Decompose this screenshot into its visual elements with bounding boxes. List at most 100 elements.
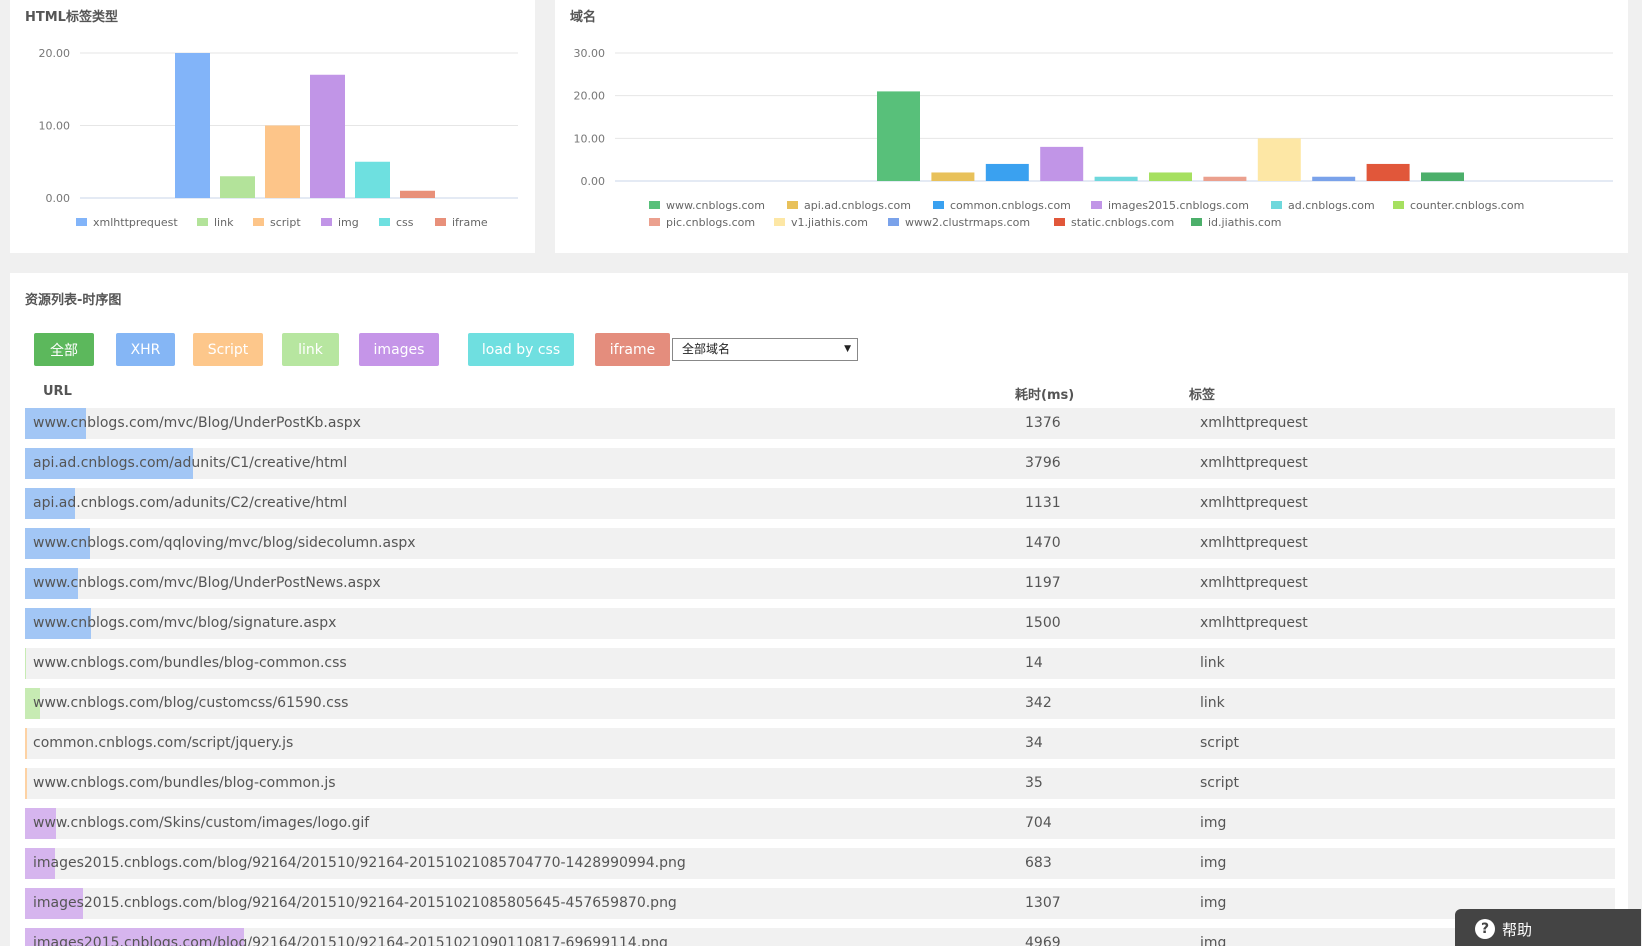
legend-label-images2015.cnblogs.com[interactable]: images2015.cnblogs.com [1108, 199, 1249, 212]
bar-ad.cnblogs.com[interactable] [1094, 176, 1138, 181]
table-row[interactable]: www.cnblogs.com/Skins/custom/images/logo… [25, 808, 1615, 839]
bar-iframe[interactable] [400, 190, 435, 198]
bar-counter.cnblogs.com[interactable] [1149, 172, 1192, 181]
tag-type-chart-panel: HTML标签类型 0.00 10.00 20.00 xmlhttprequest lin… [10, 0, 535, 253]
bar-api.ad.cnblogs.com[interactable] [931, 172, 975, 181]
column-header-tag[interactable]: 标签 [1189, 388, 1216, 403]
resource-tag: xmlhttprequest [1200, 455, 1308, 471]
legend-label-img[interactable]: img [338, 216, 359, 229]
legend-label-ad.cnblogs.com[interactable]: ad.cnblogs.com [1288, 199, 1375, 212]
resource-time: 34 [1025, 735, 1043, 751]
resource-time: 1197 [1025, 575, 1061, 591]
bar-script[interactable] [265, 125, 300, 199]
bar-id.jiathis.com[interactable] [1421, 172, 1464, 181]
resource-tag: xmlhttprequest [1200, 495, 1308, 511]
timing-bar [25, 928, 245, 946]
table-row[interactable]: www.cnblogs.com/mvc/Blog/UnderPostKb.asp… [25, 408, 1615, 439]
filter-button-load-by-css[interactable]: load by css [468, 333, 574, 366]
resource-tag: script [1200, 775, 1240, 791]
bar-pic.cnblogs.com[interactable] [1203, 176, 1247, 181]
bar-xmlhttprequest[interactable] [175, 53, 210, 198]
column-header-url[interactable]: URL [43, 384, 72, 399]
legend-label-api.ad.cnblogs.com[interactable]: api.ad.cnblogs.com [804, 199, 911, 212]
bar-v1.jiathis.com[interactable] [1257, 138, 1301, 181]
resource-url: api.ad.cnblogs.com/adunits/C2/creative/h… [33, 495, 348, 511]
table-row[interactable]: www.cnblogs.com/mvc/Blog/UnderPostNews.a… [25, 568, 1615, 599]
legend-label-www.cnblogs.com[interactable]: www.cnblogs.com [666, 199, 765, 212]
table-row[interactable]: www.cnblogs.com/blog/customcss/61590.css… [25, 688, 1615, 719]
resource-time: 3796 [1025, 455, 1061, 471]
domain-select-value: 全部域名 [682, 342, 731, 356]
resource-time: 704 [1025, 815, 1052, 831]
table-row[interactable]: api.ad.cnblogs.com/adunits/C2/creative/h… [25, 488, 1615, 519]
legend-label-pic.cnblogs.com[interactable]: pic.cnblogs.com [666, 216, 755, 229]
legend-label-counter.cnblogs.com[interactable]: counter.cnblogs.com [1410, 199, 1524, 212]
legend-label-id.jiathis.com[interactable]: id.jiathis.com [1208, 216, 1281, 229]
resource-tag: img [1200, 895, 1227, 911]
bar-www2.clustrmaps.com[interactable] [1312, 176, 1356, 181]
filter-button-link[interactable]: link [282, 333, 339, 366]
legend-swatch [649, 218, 660, 226]
table-row[interactable]: images2015.cnblogs.com/blog/92164/201510… [25, 848, 1615, 879]
legend-label-css[interactable]: css [396, 216, 414, 229]
bar-img[interactable] [310, 74, 345, 198]
resource-time: 14 [1025, 655, 1043, 671]
help-button[interactable]: ? 帮助 [1455, 909, 1641, 946]
table-row[interactable]: www.cnblogs.com/bundles/blog-common.js 35… [25, 768, 1615, 799]
filter-button-iframe[interactable]: iframe [595, 333, 670, 366]
resource-url: www.cnblogs.com/bundles/blog-common.css [33, 655, 347, 671]
bar-common.cnblogs.com[interactable] [985, 163, 1029, 181]
table-row[interactable]: api.ad.cnblogs.com/adunits/C1/creative/h… [25, 448, 1615, 479]
bar-images2015.cnblogs.com[interactable] [1040, 146, 1084, 181]
legend-label-xmlhttprequest[interactable]: xmlhttprequest [93, 216, 178, 229]
resource-time: 1131 [1025, 495, 1061, 511]
resource-tag: xmlhttprequest [1200, 615, 1308, 631]
timing-bar [25, 648, 26, 679]
resource-url: images2015.cnblogs.com/blog/92164/201510… [33, 895, 677, 911]
legend-label-static.cnblogs.com[interactable]: static.cnblogs.com [1071, 216, 1174, 229]
legend-swatch [649, 201, 660, 209]
bar-static.cnblogs.com[interactable] [1366, 163, 1410, 181]
domain-select[interactable]: 全部域名 ▼ [672, 338, 858, 361]
legend-swatch [379, 218, 390, 226]
table-row[interactable]: www.cnblogs.com/bundles/blog-common.css 1… [25, 648, 1615, 679]
table-row[interactable]: www.cnblogs.com/mvc/blog/signature.aspx 1… [25, 608, 1615, 639]
resource-tag: script [1200, 735, 1240, 751]
timing-bar [25, 728, 27, 759]
timing-bar [25, 408, 86, 439]
filter-button-xhr[interactable]: XHR [116, 333, 175, 366]
resource-url: api.ad.cnblogs.com/adunits/C1/creative/h… [33, 455, 348, 471]
legend-label-v1.jiathis.com[interactable]: v1.jiathis.com [791, 216, 868, 229]
legend-label-script[interactable]: script [270, 216, 301, 229]
resource-time: 342 [1025, 695, 1052, 711]
legend-label-link[interactable]: link [214, 216, 234, 229]
bar-www.cnblogs.com[interactable] [877, 91, 920, 181]
legend-swatch [787, 201, 798, 209]
legend-swatch [1393, 201, 1404, 209]
filter-button-images[interactable]: images [359, 333, 439, 366]
resource-time: 1470 [1025, 535, 1061, 551]
resource-list-panel: 资源列表-时序图 全部 XHR Script link images load by cs… [10, 273, 1628, 946]
resource-tag: img [1200, 815, 1227, 831]
bar-css[interactable] [355, 161, 390, 198]
table-row[interactable]: images2015.cnblogs.com/blog/92164/201510… [25, 928, 1615, 946]
legend-swatch [1271, 201, 1282, 209]
column-header-time[interactable]: 耗时(ms) [1015, 388, 1075, 403]
resource-url: images2015.cnblogs.com/blog/92164/201510… [33, 935, 668, 946]
legend-swatch [1191, 218, 1202, 226]
timing-bar [25, 608, 92, 639]
table-header: URL 耗时(ms) 标签 [24, 381, 1614, 403]
table-row[interactable]: common.cnblogs.com/script/jquery.js 34 scr… [25, 728, 1615, 759]
resource-url: www.cnblogs.com/blog/customcss/61590.css [33, 695, 349, 711]
filter-button-script[interactable]: Script [193, 333, 263, 366]
y-tick-label: 0.00 [581, 175, 606, 188]
table-row[interactable]: images2015.cnblogs.com/blog/92164/201510… [25, 888, 1615, 919]
bar-link[interactable] [220, 176, 255, 198]
legend-label-iframe[interactable]: iframe [452, 216, 488, 229]
legend-swatch [321, 218, 332, 226]
legend-label-www2.clustrmaps.com[interactable]: www2.clustrmaps.com [905, 216, 1030, 229]
legend-label-common.cnblogs.com[interactable]: common.cnblogs.com [950, 199, 1071, 212]
filter-button-全部[interactable]: 全部 [34, 333, 94, 366]
table-row[interactable]: www.cnblogs.com/qqloving/mvc/blog/sideco… [25, 528, 1615, 559]
timing-bar [25, 688, 41, 719]
